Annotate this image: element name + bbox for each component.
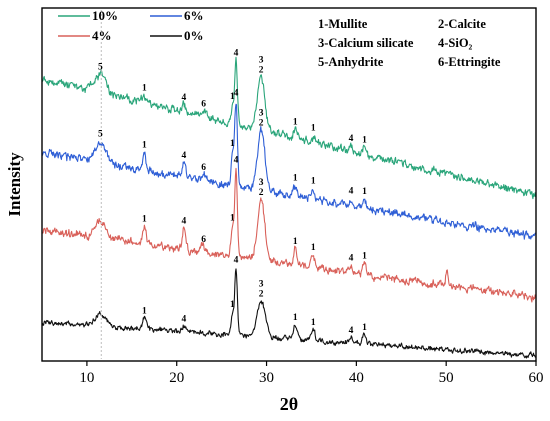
peak-label: 4 <box>182 315 187 325</box>
legend-label: 4% <box>92 28 112 43</box>
peak-label: 1 <box>311 177 316 187</box>
series-line-4pct <box>41 167 537 303</box>
peak-label: 1 <box>230 213 235 223</box>
peak-label: 1 <box>293 237 298 247</box>
peak-label: 1 <box>230 92 235 102</box>
peak-label: 4 <box>182 93 187 103</box>
peak-label: 1 <box>142 141 147 151</box>
peak-label: 1 <box>142 307 147 317</box>
peak-label: 1 <box>230 300 235 310</box>
peak-label: 4 <box>234 256 239 266</box>
peak-label: 4 <box>234 88 239 98</box>
phase-key: 1-Mullite 2-Calcite 3-Calcium silicate 4-Si… <box>318 17 501 69</box>
peak-label: 4 <box>349 187 354 197</box>
peak-label: 3 <box>259 280 264 290</box>
peak-label: 1 <box>362 323 367 333</box>
peak-label: 1 <box>362 252 367 262</box>
peak-label: 1 <box>142 215 147 225</box>
peak-label: 3 <box>259 108 264 118</box>
legend-label: 10% <box>92 8 118 23</box>
peak-label: 4 <box>349 326 354 336</box>
phase-key-item: 2-Calcite <box>438 17 486 31</box>
plot-frame <box>41 7 537 362</box>
peak-label: 5 <box>98 130 103 140</box>
peak-label: 1 <box>362 136 367 146</box>
phase-key-item: 4-SiO₂ <box>438 36 473 50</box>
peak-label: 3 <box>259 178 264 188</box>
peak-label: 5 <box>98 63 103 73</box>
series-line-6pct <box>41 103 536 240</box>
x-tick-label: 20 <box>169 370 184 386</box>
x-axis-ticks: 10 20 30 40 50 60 <box>79 361 544 386</box>
peak-label: 6 <box>201 235 206 245</box>
x-axis-title: 2θ <box>280 394 298 414</box>
peak-label: 1 <box>293 118 298 128</box>
legend-label: 0% <box>184 28 204 43</box>
peak-label: 3 <box>259 55 264 65</box>
peak-label: 1 <box>311 124 316 134</box>
peak-label: 1 <box>230 139 235 149</box>
peak-label: 2 <box>259 65 264 75</box>
peak-label: 4 <box>182 216 187 226</box>
peak-label: 4 <box>234 156 239 166</box>
y-axis-title: Intensity <box>5 152 24 217</box>
peak-label: 4 <box>182 151 187 161</box>
series-line-10pct <box>41 56 537 200</box>
x-tick-label: 40 <box>349 370 364 386</box>
phase-key-item: 1-Mullite <box>318 17 368 31</box>
x-tick-label: 30 <box>259 370 274 386</box>
peak-label: 4 <box>349 253 354 263</box>
x-tick-label: 60 <box>529 370 544 386</box>
legend-label: 6% <box>184 8 204 23</box>
peak-label: 2 <box>259 188 264 198</box>
peak-label: 6 <box>201 99 206 109</box>
peak-label: 1 <box>293 313 298 323</box>
legend: 10% 6% 4% 0% <box>58 8 204 43</box>
phase-key-item: 6-Ettringite <box>438 55 501 69</box>
phase-key-item: 5-Anhydrite <box>318 55 384 69</box>
x-tick-label: 10 <box>79 370 94 386</box>
peak-label: 4 <box>234 48 239 58</box>
peak-label: 4 <box>349 134 354 144</box>
peak-label: 1 <box>142 84 147 94</box>
series-curves <box>41 56 537 359</box>
phase-key-item: 3-Calcium silicate <box>318 36 414 50</box>
peak-label: 1 <box>311 318 316 328</box>
series-line-0pct <box>41 268 537 359</box>
x-tick-label: 50 <box>439 370 454 386</box>
peak-label: 2 <box>259 118 264 128</box>
peak-label: 2 <box>259 290 264 300</box>
peak-label: 1 <box>311 243 316 253</box>
peak-label: 1 <box>362 187 367 197</box>
peak-label: 1 <box>293 174 298 184</box>
peak-label: 6 <box>201 163 206 173</box>
